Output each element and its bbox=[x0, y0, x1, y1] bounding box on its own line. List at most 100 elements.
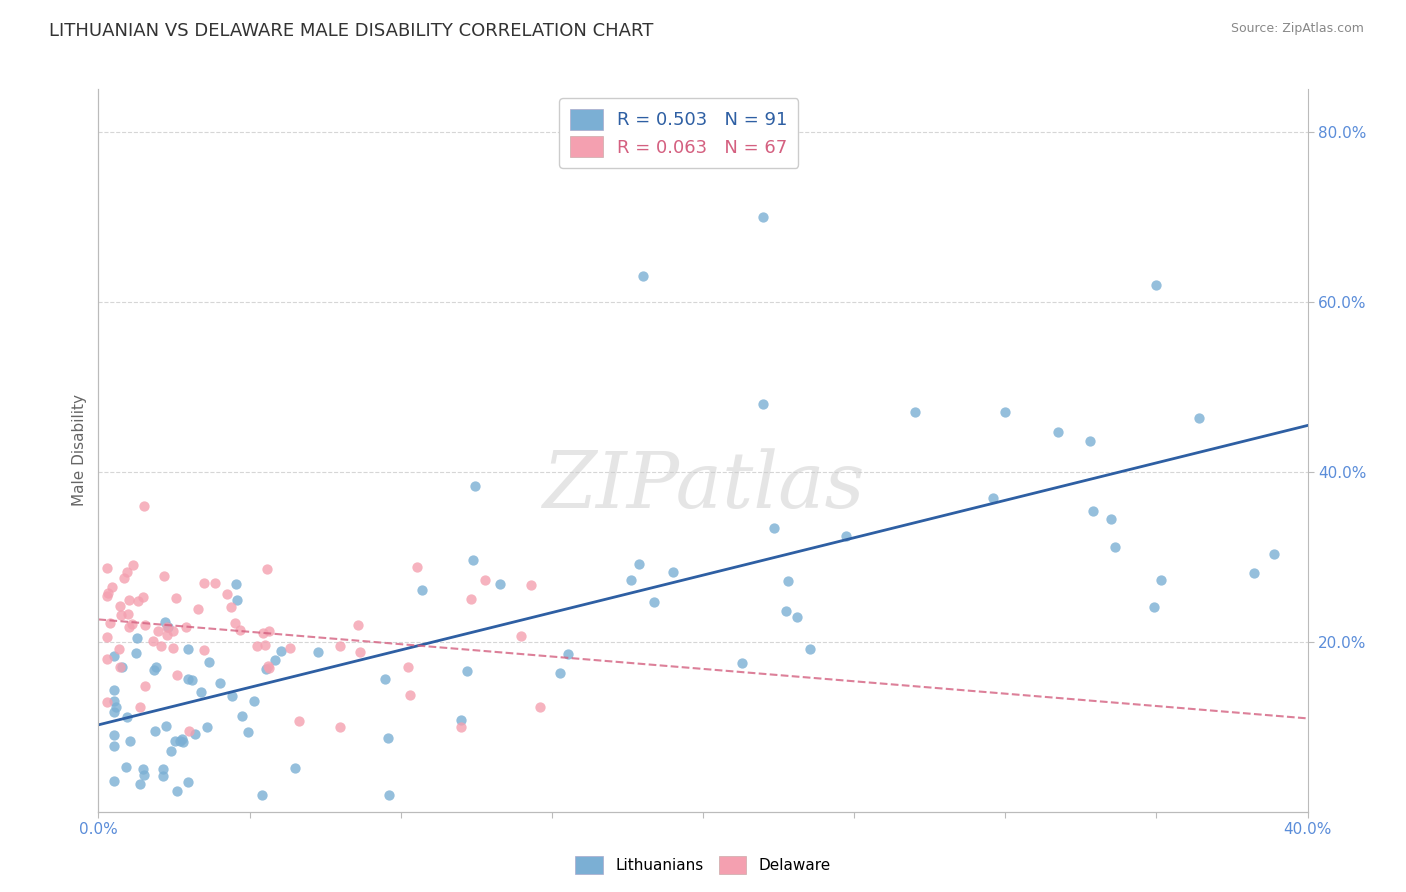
Point bbox=[162, 640, 184, 655]
Point bbox=[620, 573, 643, 587]
Point bbox=[256, 562, 278, 576]
Point bbox=[103, 682, 125, 697]
Point bbox=[231, 708, 253, 723]
Point bbox=[250, 788, 273, 802]
Point bbox=[1046, 425, 1069, 440]
Point bbox=[198, 655, 221, 669]
Point bbox=[1150, 573, 1173, 587]
Point bbox=[411, 582, 433, 597]
Point bbox=[752, 210, 775, 224]
Point bbox=[981, 491, 1004, 505]
Point bbox=[127, 631, 149, 645]
Point bbox=[398, 689, 420, 703]
Point bbox=[177, 672, 200, 686]
Point bbox=[190, 685, 212, 699]
Point bbox=[142, 663, 165, 677]
Point bbox=[142, 633, 165, 648]
Point bbox=[96, 695, 118, 709]
Point bbox=[762, 521, 785, 535]
Point bbox=[121, 616, 143, 631]
Point bbox=[226, 593, 249, 607]
Point bbox=[529, 700, 551, 714]
Point bbox=[257, 624, 280, 638]
Point bbox=[730, 656, 752, 670]
Point bbox=[98, 615, 121, 630]
Point bbox=[117, 607, 139, 621]
Point bbox=[115, 565, 138, 579]
Point bbox=[193, 576, 215, 591]
Point bbox=[125, 646, 148, 660]
Point bbox=[799, 641, 821, 656]
Point bbox=[450, 714, 472, 728]
Point bbox=[464, 479, 486, 493]
Point bbox=[1243, 566, 1265, 580]
Point bbox=[307, 645, 329, 659]
Point bbox=[156, 628, 179, 642]
Point bbox=[257, 658, 280, 673]
Point bbox=[132, 499, 155, 513]
Point bbox=[157, 619, 180, 633]
Point bbox=[450, 720, 472, 734]
Point bbox=[187, 602, 209, 616]
Point bbox=[110, 607, 132, 622]
Point bbox=[153, 569, 176, 583]
Point bbox=[103, 773, 125, 788]
Point bbox=[224, 616, 246, 631]
Y-axis label: Male Disability: Male Disability bbox=[72, 394, 87, 507]
Text: Source: ZipAtlas.com: Source: ZipAtlas.com bbox=[1230, 22, 1364, 36]
Point bbox=[1078, 434, 1101, 448]
Point bbox=[183, 727, 205, 741]
Point bbox=[209, 676, 232, 690]
Point bbox=[111, 659, 134, 673]
Point bbox=[474, 573, 496, 587]
Point bbox=[149, 639, 172, 653]
Point bbox=[193, 643, 215, 657]
Point bbox=[834, 529, 856, 543]
Point bbox=[152, 769, 174, 783]
Point bbox=[96, 561, 118, 575]
Point bbox=[1187, 411, 1209, 425]
Point bbox=[163, 734, 186, 748]
Point bbox=[169, 734, 191, 748]
Point bbox=[115, 760, 138, 774]
Point bbox=[631, 269, 654, 284]
Point bbox=[329, 639, 352, 653]
Point bbox=[253, 638, 276, 652]
Point bbox=[96, 651, 118, 665]
Point bbox=[103, 728, 125, 742]
Point bbox=[245, 639, 267, 653]
Point bbox=[96, 630, 118, 644]
Point bbox=[172, 734, 194, 748]
Point bbox=[127, 594, 149, 608]
Point bbox=[396, 660, 419, 674]
Point bbox=[1099, 512, 1122, 526]
Point bbox=[270, 643, 292, 657]
Point bbox=[143, 723, 166, 738]
Point bbox=[179, 723, 201, 738]
Point bbox=[103, 649, 125, 664]
Point bbox=[117, 620, 139, 634]
Point bbox=[103, 694, 125, 708]
Point bbox=[243, 694, 266, 708]
Point bbox=[257, 660, 280, 674]
Point bbox=[786, 610, 808, 624]
Point bbox=[219, 600, 242, 615]
Point bbox=[461, 553, 484, 567]
Point bbox=[489, 576, 512, 591]
Point bbox=[1144, 277, 1167, 292]
Point bbox=[108, 642, 131, 657]
Point bbox=[195, 720, 218, 734]
Point bbox=[152, 762, 174, 776]
Point bbox=[162, 624, 184, 638]
Point bbox=[456, 665, 478, 679]
Point bbox=[254, 662, 277, 676]
Point bbox=[229, 623, 252, 637]
Point bbox=[112, 571, 135, 585]
Point bbox=[288, 714, 311, 728]
Point bbox=[128, 700, 150, 714]
Point bbox=[1104, 540, 1126, 554]
Point bbox=[97, 585, 120, 599]
Point bbox=[134, 618, 156, 632]
Point bbox=[146, 624, 169, 638]
Point bbox=[104, 699, 127, 714]
